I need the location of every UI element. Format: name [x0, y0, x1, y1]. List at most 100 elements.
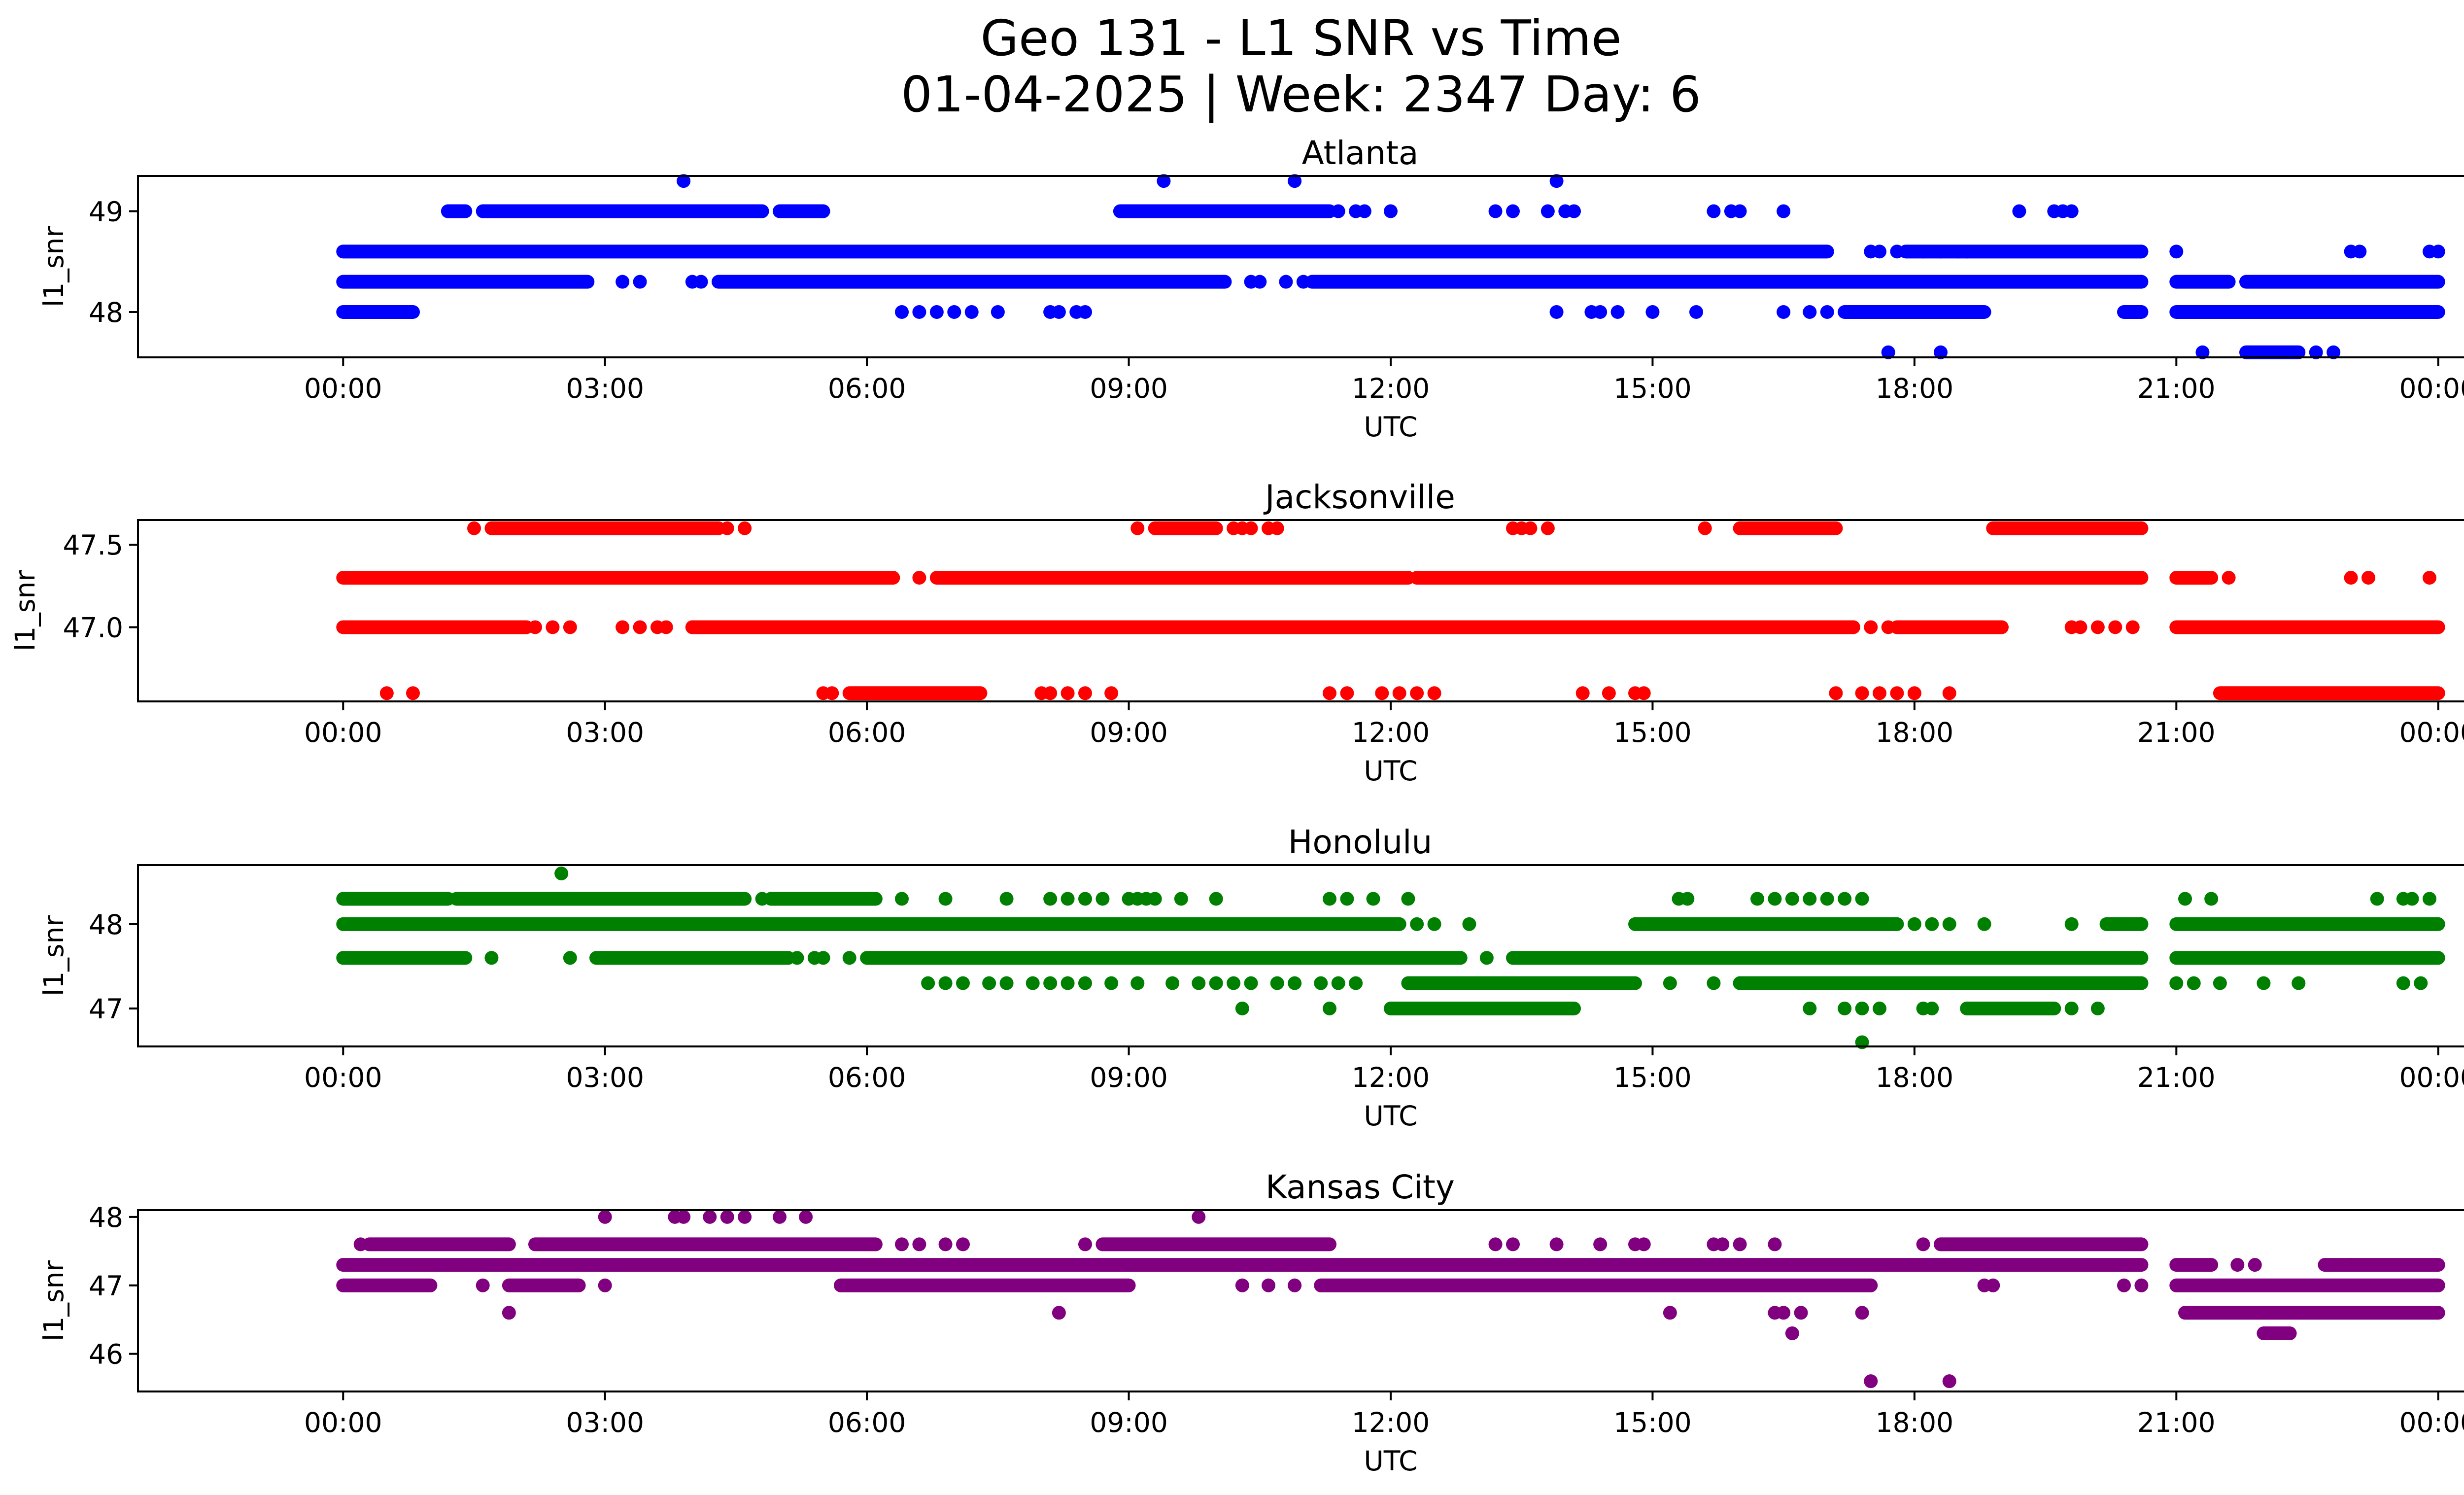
data-point — [1165, 976, 1180, 990]
y-axis-label: l1_snr — [9, 570, 41, 651]
data-point — [1838, 1001, 1852, 1015]
data-point — [1043, 686, 1058, 700]
data-point — [2090, 620, 2105, 634]
data-point — [1323, 1001, 1336, 1015]
data-point — [2414, 976, 2428, 990]
data-run — [1305, 275, 2149, 289]
data-point — [467, 521, 481, 535]
data-run — [528, 1237, 883, 1252]
data-point — [2073, 620, 2088, 634]
axes-frame — [137, 175, 2464, 358]
data-run — [1095, 1237, 1336, 1252]
data-point — [1078, 976, 1092, 990]
x-tick-label: 00:00 — [2399, 717, 2464, 748]
data-run — [1113, 204, 1336, 218]
data-run — [2239, 345, 2306, 359]
data-point — [2125, 620, 2140, 634]
data-point — [2064, 204, 2079, 218]
data-point — [1323, 686, 1336, 700]
data-point — [1777, 204, 1791, 218]
data-point — [1043, 976, 1058, 990]
data-point — [1881, 345, 1895, 359]
x-tick-label: 12:00 — [1352, 717, 1430, 748]
x-tick-label: 15:00 — [1613, 1407, 1692, 1438]
data-point — [1427, 917, 1441, 931]
x-axis-label: UTC — [1364, 411, 1417, 443]
x-axis-label: UTC — [1364, 755, 1417, 787]
data-point — [2064, 1001, 2079, 1015]
x-tick-label: 09:00 — [1090, 373, 1168, 404]
data-point — [1794, 1306, 1808, 1320]
x-tick-label: 21:00 — [2137, 1062, 2216, 1093]
data-point — [1078, 892, 1092, 906]
data-point — [755, 892, 769, 906]
data-point — [1663, 976, 1677, 990]
data-point — [2361, 571, 2375, 585]
data-point — [1052, 305, 1066, 319]
data-point — [1549, 1237, 1564, 1252]
data-point — [895, 892, 909, 906]
data-run — [2178, 1306, 2445, 1320]
data-point — [685, 620, 699, 634]
data-run — [1628, 917, 1904, 931]
data-run — [336, 892, 455, 906]
data-point — [1689, 305, 1703, 319]
data-point — [703, 1210, 717, 1224]
data-point — [2169, 244, 2184, 259]
y-tick-label: 46 — [89, 1339, 123, 1370]
data-point — [1549, 305, 1564, 319]
data-point — [1506, 1237, 1520, 1252]
x-tick-label: 12:00 — [1352, 373, 1430, 404]
data-point — [1340, 892, 1354, 906]
data-point — [1925, 917, 1939, 931]
subplot-kansas-city: Kansas City 00:00 03:00 06:00 09:00 12:00 15:0… — [38, 1168, 2464, 1477]
y-tick-label: 48 — [89, 1202, 123, 1233]
data-point — [1916, 244, 1930, 259]
data-point — [2423, 892, 2436, 906]
data-run — [2239, 275, 2445, 289]
data-point — [1479, 951, 1494, 965]
y-tick-label: 47.5 — [63, 529, 123, 561]
data-point — [1637, 1237, 1651, 1252]
x-tick-label: 00:00 — [304, 717, 382, 748]
data-point — [1227, 976, 1241, 990]
data-point — [938, 976, 953, 990]
data-point — [1960, 244, 1974, 259]
data-run — [441, 204, 473, 218]
data-point — [1523, 521, 1538, 535]
x-tick-label: 00:00 — [304, 1407, 382, 1438]
data-run — [336, 1258, 2149, 1272]
data-point — [1934, 345, 1948, 359]
x-tick-label: 00:00 — [2399, 1062, 2464, 1093]
data-point — [1925, 1001, 1939, 1015]
data-point — [1314, 976, 1328, 990]
data-run — [476, 204, 769, 218]
data-point — [1733, 976, 1747, 990]
data-point — [1663, 1306, 1677, 1320]
data-point — [476, 1278, 490, 1292]
data-run — [2169, 571, 2219, 585]
data-point — [563, 620, 577, 634]
data-run — [502, 1278, 586, 1292]
data-point — [956, 1237, 970, 1252]
data-point — [1768, 892, 1782, 906]
x-tick-label: 18:00 — [1876, 1062, 1954, 1093]
data-run — [1148, 521, 1223, 535]
data-point — [2344, 1258, 2358, 1272]
data-point — [1777, 1306, 1791, 1320]
data-run — [2169, 620, 2445, 634]
data-point — [1873, 1001, 1886, 1015]
chart-title: Geo 131 - L1 SNR vs Time — [981, 9, 1622, 67]
data-point — [633, 620, 647, 634]
data-point — [1864, 1374, 1878, 1389]
data-point — [1095, 892, 1110, 906]
data-point — [738, 521, 752, 535]
data-point — [2405, 892, 2419, 906]
data-point — [895, 1237, 909, 1252]
data-point — [1645, 305, 1660, 319]
data-point — [1977, 917, 1991, 931]
x-tick-label: 09:00 — [1090, 1407, 1168, 1438]
data-run — [336, 1278, 438, 1292]
data-run — [2169, 1278, 2445, 1292]
